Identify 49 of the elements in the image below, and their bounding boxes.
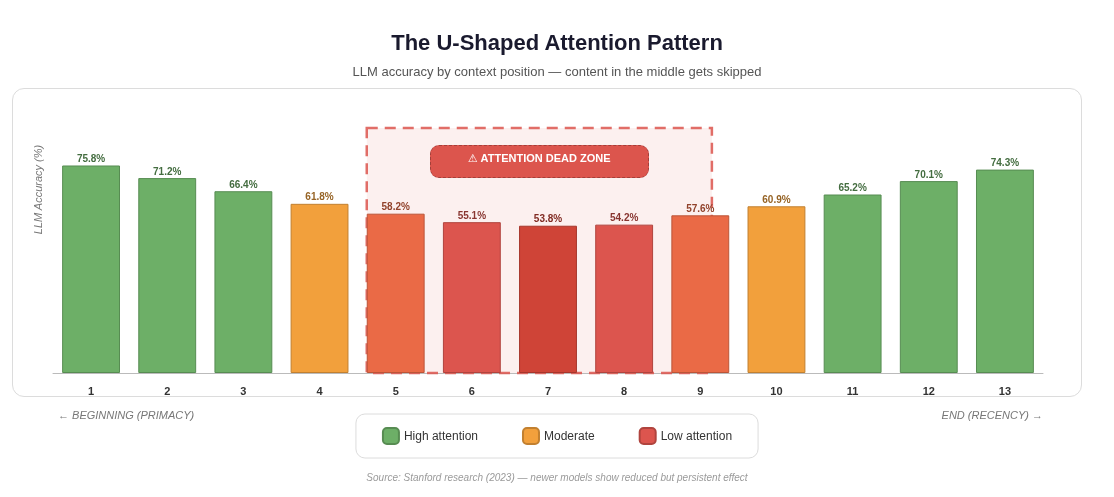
data-label: 54.2% [609, 212, 639, 224]
text: ← BEGINNING (PRIMACY) [58, 408, 195, 421]
bar [823, 194, 882, 373]
data-label: 71.2% [153, 165, 182, 177]
data-label: 58.2% [381, 201, 410, 213]
bar [899, 181, 958, 373]
data-label: 74.3% [990, 157, 1020, 169]
x-tick-label: 11 [846, 384, 859, 397]
x-tick-label: 8 [621, 384, 628, 397]
x-tick-label: 4 [316, 384, 324, 397]
x-tick-label: 5 [392, 384, 399, 397]
data-label: 61.8% [305, 191, 334, 203]
legend-label: Moderate [543, 429, 596, 443]
data-label: 60.9% [762, 193, 791, 205]
bar [214, 191, 273, 373]
band-label: ⚠ ATTENTION DEAD ZONE [468, 152, 611, 165]
x-tick-label: 2 [164, 384, 171, 397]
x-tick-label: 1 [88, 384, 95, 397]
bar [595, 224, 654, 373]
bar [442, 222, 501, 373]
x-tick-label: 10 [770, 384, 783, 397]
data-label: 75.8% [76, 153, 106, 164]
legend-label: High attention [403, 429, 478, 443]
data-label: 55.1% [457, 209, 487, 221]
bar [519, 225, 577, 373]
x-tick-label: 9 [697, 384, 704, 397]
chart-title: The U-Shaped Attention Pattern [391, 29, 723, 55]
bar [290, 203, 349, 373]
bar [747, 206, 806, 373]
data-label: 70.1% [914, 168, 944, 180]
data-label: 53.8% [533, 213, 563, 225]
x-tick-label: 12 [922, 384, 935, 397]
x-tick-label: 6 [468, 384, 475, 397]
source-note: Source: Stanford research (2023) — newer models show reduced but persistent effect [366, 471, 749, 483]
x-tick-label: 7 [544, 384, 552, 397]
x-tick-label: 13 [998, 384, 1012, 397]
legend-label: Low attention [660, 429, 733, 443]
bar [366, 213, 425, 373]
bar [975, 169, 1034, 373]
data-label: 66.4% [229, 178, 258, 190]
text: END (RECENCY) → [941, 408, 1043, 421]
chart-subtitle: LLM accuracy by context position — content in the middle gets skipped [352, 64, 762, 79]
data-label: 65.2% [838, 182, 867, 194]
y-axis-title: LLM Accuracy (%) [31, 144, 44, 235]
bar [138, 178, 197, 373]
bar [62, 165, 121, 373]
x-tick-label: 3 [240, 384, 247, 397]
data-label: 57.6% [686, 202, 715, 214]
bar [671, 215, 730, 373]
